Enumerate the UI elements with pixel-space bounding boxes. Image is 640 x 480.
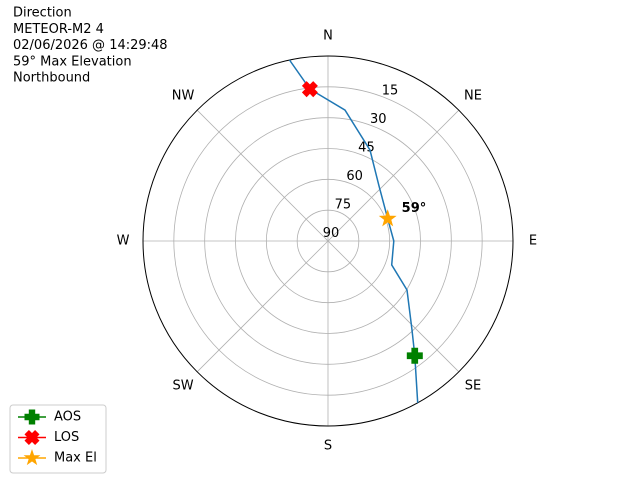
grid-spoke xyxy=(196,109,329,242)
title-line: 59° Max Elevation xyxy=(13,54,132,69)
track-line xyxy=(288,59,419,403)
r-tick-label: 15 xyxy=(382,84,399,99)
grid-spoke xyxy=(327,109,460,242)
legend-label: Max El xyxy=(54,451,97,466)
theta-tick-label: NE xyxy=(464,89,482,104)
title-line: Direction xyxy=(13,6,72,21)
legend-label: AOS xyxy=(54,410,81,425)
r-tick-label: 90 xyxy=(323,226,340,241)
marker-x xyxy=(24,429,40,446)
theta-tick-label: W xyxy=(117,234,130,249)
theta-tick-label: S xyxy=(324,439,332,454)
legend-label: LOS xyxy=(54,430,79,445)
theta-tick-label: NW xyxy=(172,89,195,104)
polar-frame xyxy=(142,55,514,427)
theta-tick-label: SE xyxy=(465,378,481,393)
marker-plus xyxy=(406,347,423,364)
title-line: Northbound xyxy=(13,71,90,86)
value-label: 59° xyxy=(402,201,427,216)
marker-x xyxy=(301,81,318,98)
r-tick-label: 45 xyxy=(358,141,375,156)
marker-star xyxy=(378,209,397,227)
theta-tick-label: SW xyxy=(172,378,193,393)
marker-star xyxy=(23,449,41,466)
grid-spoke xyxy=(196,240,329,373)
r-tick-label: 60 xyxy=(346,169,363,184)
marker-plus xyxy=(24,409,40,425)
r-tick-label: 75 xyxy=(335,198,352,213)
grid-spoke xyxy=(327,240,460,373)
theta-tick-label: N xyxy=(323,29,333,44)
r-tick-label: 30 xyxy=(370,112,387,127)
title-line: 02/06/2026 @ 14:29:48 xyxy=(13,38,168,53)
theta-tick-label: E xyxy=(529,234,537,249)
title-line: METEOR-M2 4 xyxy=(13,22,104,37)
